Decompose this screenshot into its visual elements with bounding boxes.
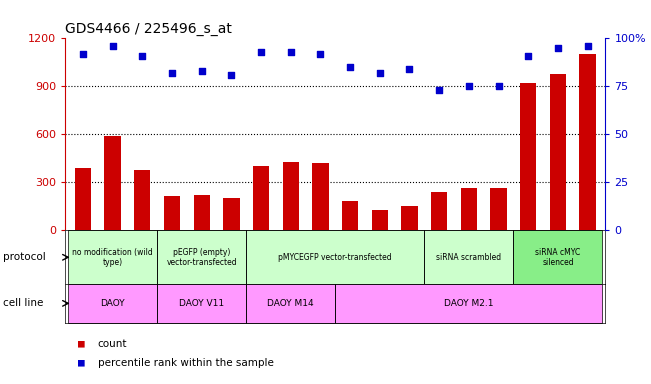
Bar [68, 284, 157, 323]
Bar [372, 210, 388, 230]
Point [77, 51, 88, 57]
Bar [401, 207, 418, 230]
Bar [431, 192, 447, 230]
Point [493, 83, 504, 89]
Bar [490, 188, 506, 230]
Point [107, 43, 118, 49]
Text: cell line: cell line [3, 298, 44, 308]
Text: count: count [98, 339, 127, 349]
Point [464, 83, 474, 89]
Text: pMYCEGFP vector-transfected: pMYCEGFP vector-transfected [279, 253, 392, 262]
Point [553, 45, 563, 51]
Bar [157, 284, 246, 323]
Point [345, 64, 355, 70]
Bar [579, 55, 596, 230]
Bar [164, 196, 180, 230]
Bar [253, 166, 270, 230]
Bar [312, 163, 329, 230]
Bar [549, 74, 566, 230]
Bar [283, 162, 299, 230]
Bar [246, 230, 424, 284]
Text: siRNA scrambled: siRNA scrambled [436, 253, 501, 262]
Text: DAOY: DAOY [100, 299, 125, 308]
Bar [75, 168, 91, 230]
Bar [104, 136, 121, 230]
Point [197, 68, 207, 74]
Text: DAOY M2.1: DAOY M2.1 [444, 299, 493, 308]
Point [315, 51, 326, 57]
Bar [193, 195, 210, 230]
Bar [520, 83, 536, 230]
Point [434, 87, 445, 93]
Bar [246, 284, 335, 323]
Point [167, 70, 177, 76]
Point [404, 66, 415, 72]
Text: siRNA cMYC
silenced: siRNA cMYC silenced [535, 248, 581, 267]
Text: no modification (wild
type): no modification (wild type) [72, 248, 153, 267]
Text: DAOY M14: DAOY M14 [268, 299, 314, 308]
Bar [157, 230, 246, 284]
Text: ■: ■ [78, 358, 85, 368]
Text: DAOY V11: DAOY V11 [179, 299, 224, 308]
Bar [134, 170, 150, 230]
Bar [223, 199, 240, 230]
Bar [335, 284, 602, 323]
Text: ■: ■ [78, 339, 85, 349]
Text: GDS4466 / 225496_s_at: GDS4466 / 225496_s_at [65, 22, 232, 36]
Bar [514, 230, 602, 284]
Point [523, 53, 533, 59]
Bar [424, 230, 514, 284]
Bar [461, 188, 477, 230]
Point [137, 53, 148, 59]
Bar [68, 230, 157, 284]
Point [256, 49, 266, 55]
Text: protocol: protocol [3, 252, 46, 262]
Point [583, 43, 593, 49]
Point [286, 49, 296, 55]
Text: percentile rank within the sample: percentile rank within the sample [98, 358, 273, 368]
Point [226, 72, 236, 78]
Text: pEGFP (empty)
vector-transfected: pEGFP (empty) vector-transfected [167, 248, 237, 267]
Point [374, 70, 385, 76]
Bar [342, 201, 358, 230]
